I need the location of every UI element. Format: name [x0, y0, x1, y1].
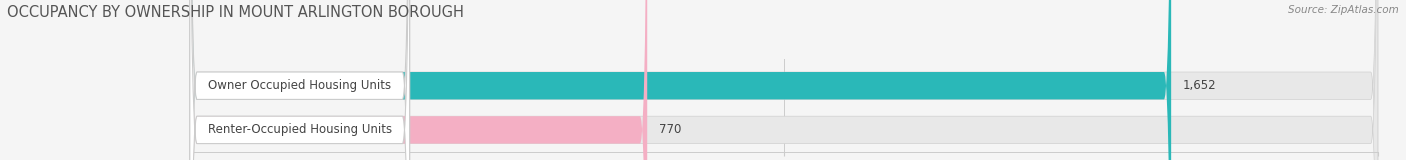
FancyBboxPatch shape	[190, 0, 1378, 160]
Text: Owner Occupied Housing Units: Owner Occupied Housing Units	[208, 79, 391, 92]
FancyBboxPatch shape	[190, 0, 1171, 160]
Text: OCCUPANCY BY OWNERSHIP IN MOUNT ARLINGTON BOROUGH: OCCUPANCY BY OWNERSHIP IN MOUNT ARLINGTO…	[7, 5, 464, 20]
Text: 770: 770	[659, 123, 682, 136]
Text: Source: ZipAtlas.com: Source: ZipAtlas.com	[1288, 5, 1399, 15]
Text: Renter-Occupied Housing Units: Renter-Occupied Housing Units	[208, 123, 392, 136]
FancyBboxPatch shape	[190, 0, 409, 160]
FancyBboxPatch shape	[190, 0, 1378, 160]
FancyBboxPatch shape	[190, 0, 647, 160]
FancyBboxPatch shape	[190, 0, 409, 160]
Text: 1,652: 1,652	[1182, 79, 1216, 92]
